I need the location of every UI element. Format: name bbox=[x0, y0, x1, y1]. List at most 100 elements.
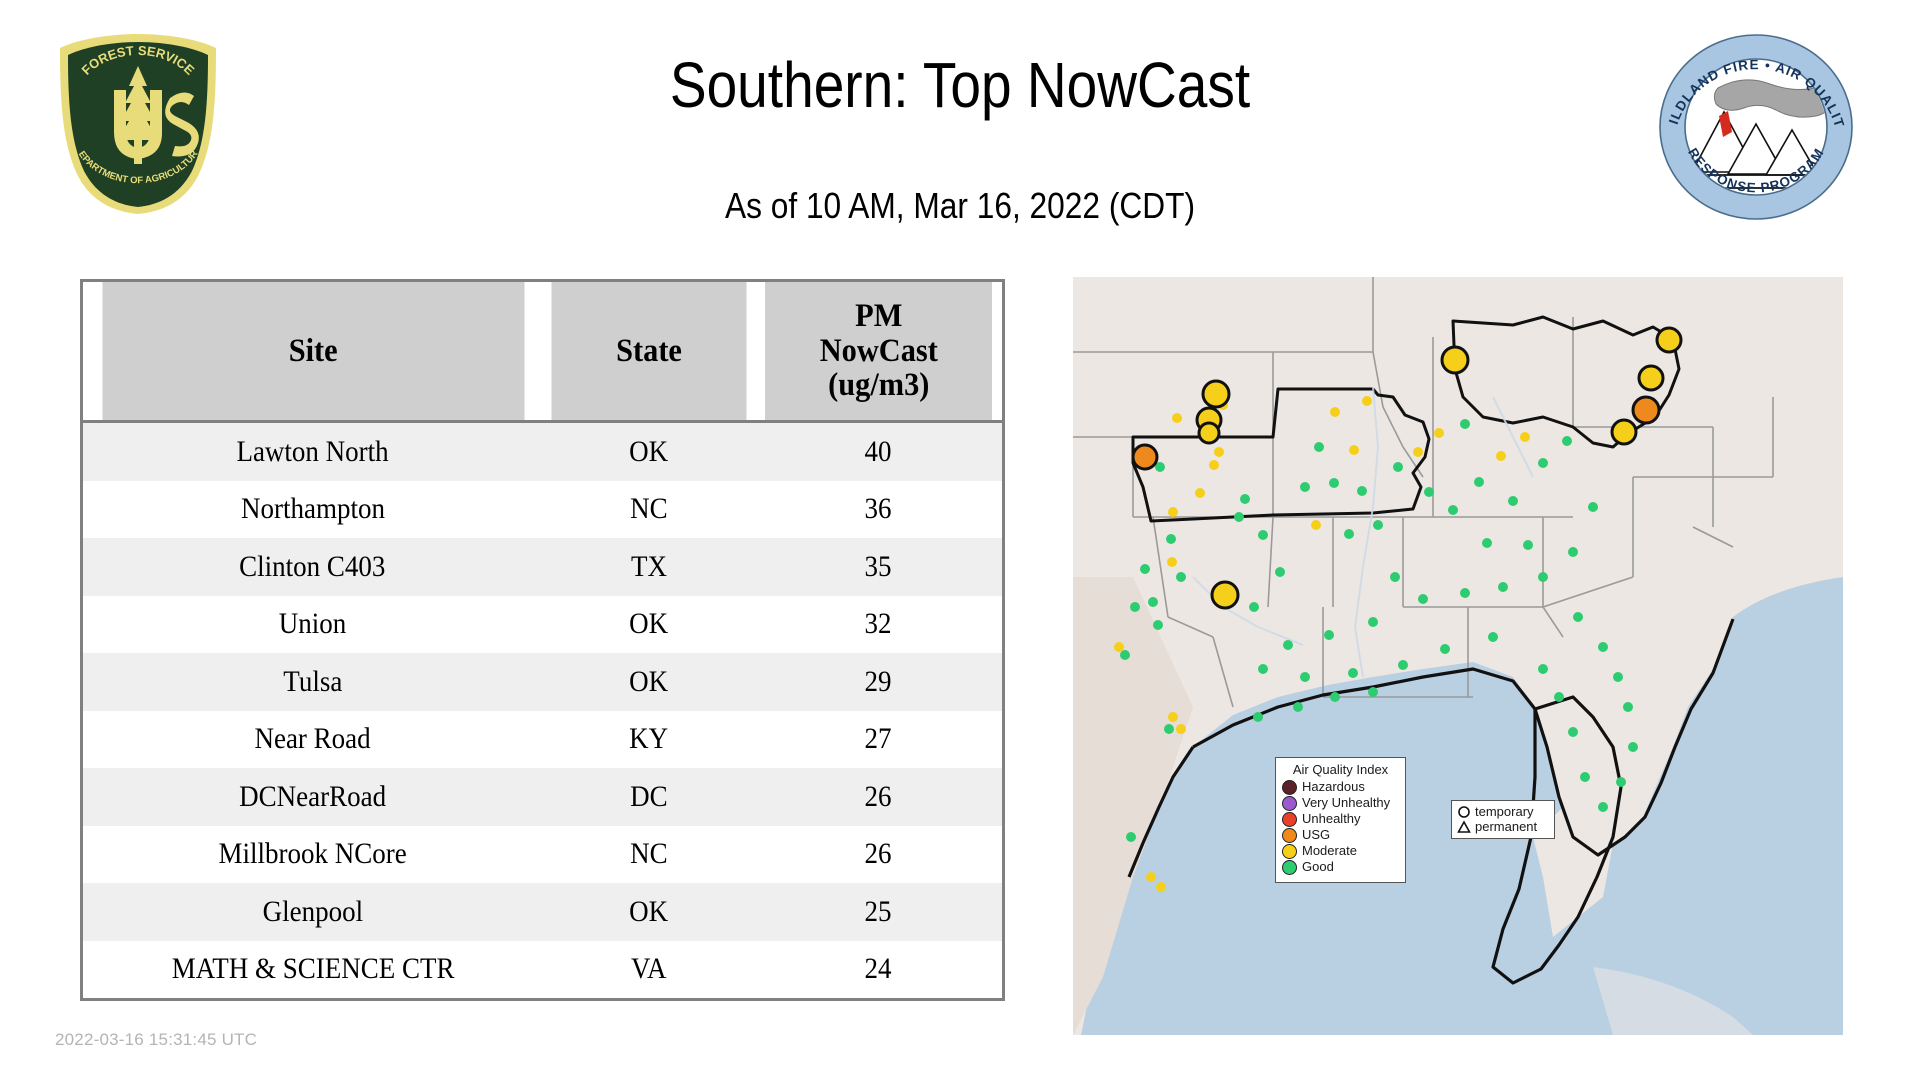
highlighted-monitor-dot[interactable] bbox=[1655, 326, 1683, 354]
monitor-dot[interactable] bbox=[1488, 632, 1498, 642]
highlighted-monitor-dot[interactable] bbox=[1631, 395, 1661, 425]
highlighted-monitor-dot[interactable] bbox=[1440, 345, 1470, 375]
monitor-dot[interactable] bbox=[1140, 564, 1150, 574]
monitor-dot[interactable] bbox=[1176, 724, 1186, 734]
monitor-dot[interactable] bbox=[1300, 482, 1310, 492]
monitor-dot[interactable] bbox=[1148, 597, 1158, 607]
highlighted-monitor-dot[interactable] bbox=[1610, 418, 1638, 446]
monitor-dot[interactable] bbox=[1440, 644, 1450, 654]
monitor-dot[interactable] bbox=[1195, 488, 1205, 498]
monitor-dot[interactable] bbox=[1508, 496, 1518, 506]
monitor-dot[interactable] bbox=[1362, 396, 1372, 406]
monitor-dot[interactable] bbox=[1496, 451, 1506, 461]
highlighted-monitor-dot[interactable] bbox=[1201, 379, 1231, 409]
monitor-dot[interactable] bbox=[1126, 832, 1136, 842]
monitor-dot[interactable] bbox=[1258, 664, 1268, 674]
monitor-dot[interactable] bbox=[1176, 572, 1186, 582]
monitor-dot[interactable] bbox=[1209, 460, 1219, 470]
highlighted-monitor-dot[interactable] bbox=[1210, 580, 1240, 610]
monitor-dot[interactable] bbox=[1258, 530, 1268, 540]
monitor-dot[interactable] bbox=[1520, 432, 1530, 442]
monitor-dot[interactable] bbox=[1554, 692, 1564, 702]
monitor-dot[interactable] bbox=[1167, 557, 1177, 567]
monitor-dot[interactable] bbox=[1368, 687, 1378, 697]
monitor-dot[interactable] bbox=[1538, 572, 1548, 582]
cell-text-pm: 40 bbox=[864, 434, 892, 468]
monitor-dot[interactable] bbox=[1155, 462, 1165, 472]
highlighted-monitor-dot[interactable] bbox=[1131, 443, 1159, 471]
monitor-dot[interactable] bbox=[1344, 529, 1354, 539]
monitor-dot[interactable] bbox=[1588, 502, 1598, 512]
monitor-dot[interactable] bbox=[1390, 572, 1400, 582]
monitor-dot[interactable] bbox=[1120, 650, 1130, 660]
monitor-dot[interactable] bbox=[1538, 458, 1548, 468]
monitor-dot[interactable] bbox=[1249, 602, 1259, 612]
monitor-dot[interactable] bbox=[1275, 567, 1285, 577]
monitor-dot[interactable] bbox=[1330, 407, 1340, 417]
monitor-dot[interactable] bbox=[1498, 582, 1508, 592]
monitor-dot[interactable] bbox=[1418, 594, 1428, 604]
monitor-dot[interactable] bbox=[1568, 727, 1578, 737]
cell-text-site: Union bbox=[279, 607, 347, 641]
monitor-dot[interactable] bbox=[1214, 447, 1224, 457]
monitor-dot[interactable] bbox=[1349, 445, 1359, 455]
monitor-dot[interactable] bbox=[1628, 742, 1638, 752]
monitor-dot[interactable] bbox=[1300, 672, 1310, 682]
highlighted-monitor-dot[interactable] bbox=[1637, 364, 1665, 392]
air-quality-map[interactable] bbox=[1073, 277, 1843, 1035]
monitor-dot[interactable] bbox=[1398, 660, 1408, 670]
monitor-dot[interactable] bbox=[1580, 772, 1590, 782]
monitor-dot[interactable] bbox=[1168, 507, 1178, 517]
monitor-dot[interactable] bbox=[1172, 413, 1182, 423]
map-svg[interactable] bbox=[1073, 277, 1843, 1035]
highlighted-monitor-dot[interactable] bbox=[1197, 421, 1221, 445]
monitor-dot[interactable] bbox=[1424, 487, 1434, 497]
monitor-dot[interactable] bbox=[1393, 462, 1403, 472]
monitor-dot[interactable] bbox=[1156, 882, 1166, 892]
table-cell-state: DC bbox=[542, 768, 755, 826]
monitor-dot[interactable] bbox=[1598, 642, 1608, 652]
monitor-dot[interactable] bbox=[1114, 642, 1124, 652]
monitor-dot[interactable] bbox=[1460, 588, 1470, 598]
monitor-dot[interactable] bbox=[1368, 617, 1378, 627]
aqi-swatch-icon bbox=[1282, 828, 1297, 843]
monitor-dot[interactable] bbox=[1311, 520, 1321, 530]
cell-text-state: OK bbox=[629, 664, 669, 698]
monitor-dot[interactable] bbox=[1330, 692, 1340, 702]
monitor-dot[interactable] bbox=[1166, 534, 1176, 544]
monitor-dot[interactable] bbox=[1329, 478, 1339, 488]
monitor-dot[interactable] bbox=[1538, 664, 1548, 674]
table-cell-state: NC bbox=[542, 825, 755, 883]
monitor-dot[interactable] bbox=[1283, 640, 1293, 650]
monitor-dot[interactable] bbox=[1240, 494, 1250, 504]
monitor-dot[interactable] bbox=[1168, 712, 1178, 722]
monitor-dot[interactable] bbox=[1434, 428, 1444, 438]
monitor-dot[interactable] bbox=[1568, 547, 1578, 557]
monitor-dot[interactable] bbox=[1523, 540, 1533, 550]
monitor-dot[interactable] bbox=[1324, 630, 1334, 640]
monitor-dot[interactable] bbox=[1573, 612, 1583, 622]
monitor-dot[interactable] bbox=[1616, 777, 1626, 787]
monitor-dot[interactable] bbox=[1234, 512, 1244, 522]
monitor-dot[interactable] bbox=[1613, 672, 1623, 682]
monitor-dot[interactable] bbox=[1130, 602, 1140, 612]
monitor-dot[interactable] bbox=[1348, 668, 1358, 678]
monitor-dot[interactable] bbox=[1623, 702, 1633, 712]
monitor-dot[interactable] bbox=[1314, 442, 1324, 452]
monitor-dot[interactable] bbox=[1562, 436, 1572, 446]
monitor-dot[interactable] bbox=[1293, 702, 1303, 712]
monitor-dot[interactable] bbox=[1164, 724, 1174, 734]
monitor-dot[interactable] bbox=[1482, 538, 1492, 548]
monitor-dot[interactable] bbox=[1474, 477, 1484, 487]
monitor-dot[interactable] bbox=[1373, 520, 1383, 530]
monitor-dot[interactable] bbox=[1413, 447, 1423, 457]
table-row: Lawton North OK 40 bbox=[81, 421, 1004, 481]
monitor-dot[interactable] bbox=[1253, 712, 1263, 722]
aqi-swatch-icon bbox=[1282, 780, 1297, 795]
monitor-dot[interactable] bbox=[1460, 419, 1470, 429]
monitor-dot[interactable] bbox=[1357, 486, 1367, 496]
monitor-dot[interactable] bbox=[1598, 802, 1608, 812]
monitor-dot[interactable] bbox=[1153, 620, 1163, 630]
monitor-dot[interactable] bbox=[1146, 872, 1156, 882]
monitor-dot[interactable] bbox=[1448, 505, 1458, 515]
